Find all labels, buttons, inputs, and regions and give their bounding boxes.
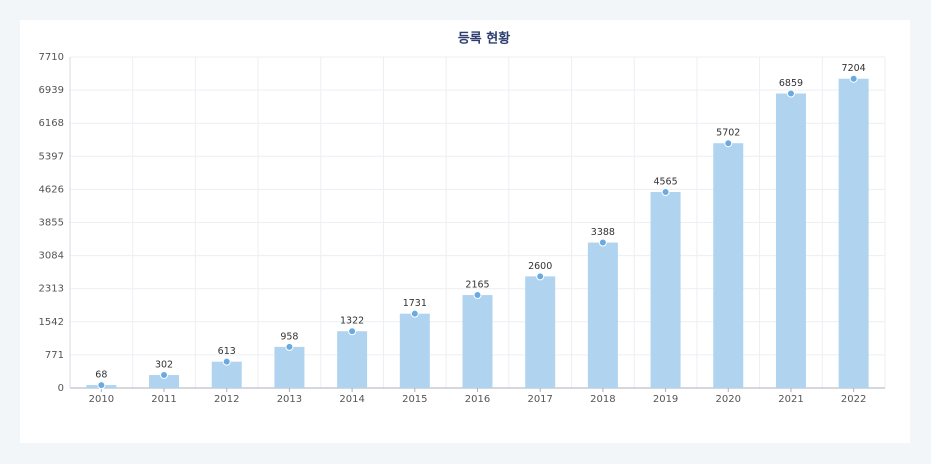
x-tick-label: 2018 — [590, 394, 615, 405]
bar — [838, 78, 869, 389]
y-tick-label: 2313 — [39, 284, 64, 295]
bar-marker — [849, 74, 858, 83]
x-tick-label: 2011 — [151, 394, 176, 405]
bar-marker — [348, 327, 357, 336]
bar — [525, 276, 556, 388]
bar — [462, 295, 493, 388]
x-tick-label: 2014 — [339, 394, 364, 405]
value-label: 1322 — [340, 316, 364, 327]
x-tick-label: 2022 — [841, 394, 866, 405]
value-label: 1731 — [403, 298, 427, 309]
y-tick-label: 1542 — [39, 317, 64, 328]
bar-marker — [786, 89, 795, 98]
bar — [274, 346, 305, 388]
x-tick-label: 2013 — [277, 394, 302, 405]
x-tick-label: 2021 — [778, 394, 803, 405]
x-tick-label: 2012 — [214, 394, 239, 405]
value-label: 7204 — [842, 63, 866, 74]
value-label: 2600 — [528, 261, 552, 272]
bar-marker — [285, 342, 294, 351]
value-label: 958 — [280, 331, 298, 342]
x-tick-label: 2019 — [653, 394, 678, 405]
bar-marker — [536, 272, 545, 281]
bar — [650, 192, 681, 388]
bar-marker — [724, 139, 733, 148]
bar — [337, 331, 368, 388]
bar-marker — [410, 309, 419, 318]
bar-marker — [661, 188, 670, 197]
value-label: 613 — [218, 346, 236, 357]
y-tick-label: 5397 — [39, 151, 64, 162]
x-tick-label: 2017 — [527, 394, 552, 405]
y-tick-label: 4626 — [39, 184, 64, 195]
value-label: 2165 — [465, 280, 489, 291]
value-label: 6859 — [779, 78, 803, 89]
y-tick-label: 3855 — [39, 218, 64, 229]
bar-marker — [598, 238, 607, 247]
value-label: 3388 — [591, 227, 615, 238]
bar — [211, 361, 242, 388]
value-label: 5702 — [716, 128, 740, 139]
chart-title: 등록 현황 — [458, 31, 510, 47]
x-tick-label: 2015 — [402, 394, 427, 405]
bar — [399, 313, 430, 388]
y-tick-label: 7710 — [39, 52, 64, 63]
bar — [775, 93, 806, 389]
bar — [149, 375, 180, 388]
value-label: 4565 — [653, 177, 677, 188]
bar — [587, 242, 618, 388]
bar — [713, 143, 744, 388]
bar-marker — [97, 381, 106, 390]
y-tick-label: 6939 — [39, 85, 64, 96]
x-tick-label: 2020 — [716, 394, 741, 405]
y-tick-label: 3084 — [39, 251, 64, 262]
y-tick-label: 0 — [58, 383, 64, 394]
x-tick-label: 2016 — [465, 394, 490, 405]
bar-marker — [222, 357, 231, 366]
bar-marker — [160, 371, 169, 380]
value-label: 302 — [155, 360, 173, 371]
value-label: 68 — [95, 370, 107, 381]
x-tick-label: 2010 — [89, 394, 114, 405]
y-tick-label: 6168 — [39, 118, 64, 129]
bar-marker — [473, 291, 482, 300]
y-tick-label: 771 — [45, 350, 64, 361]
